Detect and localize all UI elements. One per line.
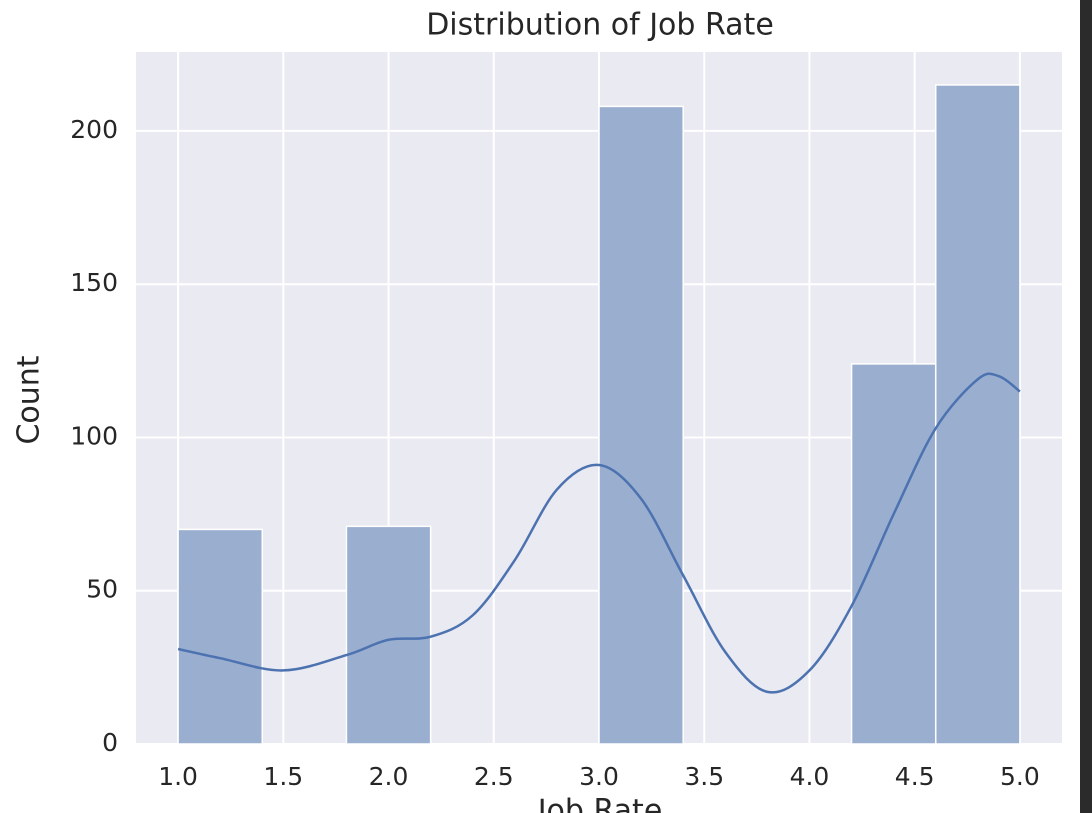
chart-title: Distribution of Job Rate (426, 8, 774, 43)
x-tick-label: 5.0 (1000, 762, 1040, 791)
y-axis-label: Count (12, 355, 47, 444)
x-tick-label: 2.0 (369, 762, 409, 791)
y-tick-label: 100 (70, 421, 118, 450)
x-axis-label: Job Rate (536, 794, 663, 813)
y-tick-label: 0 (102, 728, 118, 757)
kde-line (177, 372, 1021, 694)
x-tick-label: 3.5 (684, 762, 724, 791)
window-edge (1080, 0, 1092, 813)
x-tick-label: 2.5 (474, 762, 514, 791)
x-tick-label: 1.5 (263, 762, 303, 791)
y-tick-label: 150 (70, 268, 118, 297)
x-tick-label: 1.0 (158, 762, 198, 791)
bar (934, 84, 1021, 745)
y-tick-label: 50 (86, 575, 118, 604)
bar (345, 525, 432, 745)
y-tick-label: 200 (70, 115, 118, 144)
x-tick-label: 3.0 (579, 762, 619, 791)
marks (177, 84, 1021, 745)
bar (598, 105, 684, 745)
bar (177, 528, 264, 745)
bar (850, 363, 937, 745)
x-tick-label: 4.0 (790, 762, 830, 791)
x-tick-label: 4.5 (895, 762, 935, 791)
